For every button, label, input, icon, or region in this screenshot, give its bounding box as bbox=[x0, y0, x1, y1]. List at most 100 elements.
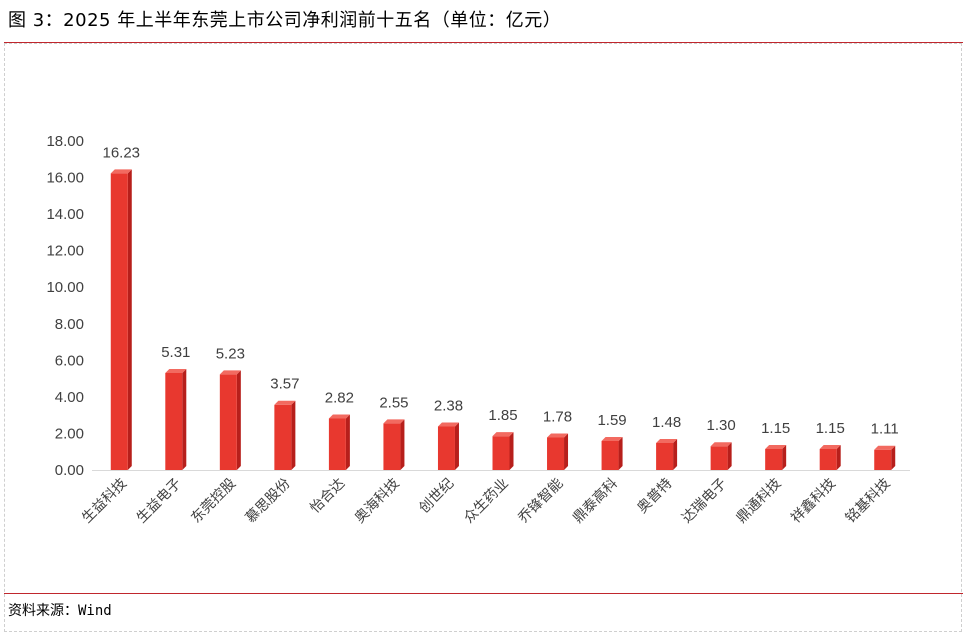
y-tick-label: 10.00 bbox=[46, 279, 84, 296]
y-axis: 0.00 2.00 4.00 6.00 8.00 10.00 12.00 14.00 16.00… bbox=[46, 133, 84, 479]
category-label: 奥海科技 bbox=[351, 475, 403, 527]
bar-top bbox=[492, 432, 514, 437]
bar-front bbox=[328, 418, 346, 470]
bar-front bbox=[765, 448, 783, 470]
data-labels: 16.23 5.31 5.23 3.57 2.82 2.55 2.38 1.85 1.78 1.5… bbox=[102, 144, 898, 437]
bar-side bbox=[291, 400, 296, 470]
bar-top bbox=[110, 169, 132, 174]
category-label: 生益科技 bbox=[79, 476, 130, 527]
bar bbox=[710, 442, 732, 470]
bar-front bbox=[601, 440, 619, 470]
data-label: 2.38 bbox=[434, 397, 463, 414]
bar-front bbox=[219, 374, 237, 470]
bar-front bbox=[383, 423, 401, 470]
y-tick-label: 12.00 bbox=[46, 243, 84, 260]
y-tick-label: 4.00 bbox=[55, 389, 84, 406]
bar-top bbox=[656, 438, 678, 443]
bar-top bbox=[383, 419, 405, 424]
figure-title: 图 3：2025 年上半年东莞上市公司净利润前十五名（单位：亿元） bbox=[8, 10, 562, 31]
bar-top bbox=[874, 445, 896, 450]
bar bbox=[819, 444, 841, 470]
bar-side bbox=[454, 422, 459, 470]
bar-top bbox=[765, 444, 787, 449]
category-label: 生益电子 bbox=[134, 476, 185, 527]
bar bbox=[656, 438, 678, 470]
bar-top bbox=[601, 436, 623, 441]
bar-side bbox=[182, 368, 187, 470]
bar-top bbox=[437, 422, 459, 427]
y-tick-label: 14.00 bbox=[46, 206, 84, 223]
bar bbox=[110, 169, 132, 470]
y-tick-label: 8.00 bbox=[55, 316, 84, 333]
category-label: 达瑞电子 bbox=[679, 476, 730, 527]
category-label: 众生药业 bbox=[461, 476, 512, 527]
category-label: 乔锋智能 bbox=[515, 476, 566, 527]
data-label: 2.55 bbox=[379, 394, 408, 411]
y-tick-label: 16.00 bbox=[46, 170, 84, 187]
bar bbox=[601, 436, 623, 470]
y-tick-label: 6.00 bbox=[55, 352, 84, 369]
bar-front bbox=[656, 442, 674, 470]
bar-front bbox=[547, 437, 565, 470]
data-label: 1.48 bbox=[652, 414, 681, 431]
data-label: 5.23 bbox=[216, 345, 245, 362]
bar-side bbox=[891, 445, 896, 470]
bar-side bbox=[618, 436, 623, 470]
bar-top bbox=[165, 368, 187, 373]
category-label: 鼎泰高科 bbox=[569, 475, 621, 527]
bar-front bbox=[274, 404, 292, 470]
y-tick-label: 0.00 bbox=[55, 462, 84, 479]
bars bbox=[110, 169, 896, 470]
data-label: 1.78 bbox=[543, 408, 572, 425]
category-labels: 生益科技 生益电子 东莞控股 慕思股份 怡合达 奥海科技 创世纪 众生药业 乔锋智能 鼎泰高科 奥普… bbox=[79, 475, 893, 527]
category-label: 祥鑫科技 bbox=[787, 475, 839, 527]
bar-side bbox=[345, 414, 350, 470]
bar-side bbox=[782, 444, 787, 470]
bar bbox=[437, 422, 459, 470]
bar-side bbox=[509, 432, 514, 470]
category-label: 创世纪 bbox=[416, 476, 457, 517]
bar-front bbox=[437, 426, 455, 470]
category-label: 奥普特 bbox=[634, 475, 676, 517]
bar-side bbox=[564, 433, 569, 470]
data-label: 1.30 bbox=[707, 417, 736, 434]
chart-frame bbox=[4, 43, 962, 632]
bar-side bbox=[236, 370, 241, 470]
bar bbox=[328, 414, 350, 470]
bar-side bbox=[127, 169, 132, 470]
bar-top bbox=[710, 442, 732, 447]
bar bbox=[765, 444, 787, 470]
bar-front bbox=[874, 449, 892, 470]
category-label: 铭基科技 bbox=[842, 475, 894, 527]
data-label: 1.11 bbox=[871, 421, 899, 438]
y-tick-label: 2.00 bbox=[55, 425, 84, 442]
bar-front bbox=[492, 436, 510, 470]
category-label: 慕思股份 bbox=[243, 476, 294, 527]
bar bbox=[547, 433, 569, 470]
data-label: 1.15 bbox=[761, 420, 790, 437]
data-label: 2.82 bbox=[325, 389, 354, 406]
bar-top bbox=[274, 400, 296, 405]
data-label: 1.15 bbox=[816, 420, 845, 437]
bar-front bbox=[110, 173, 128, 470]
bar-side bbox=[400, 419, 405, 470]
data-label: 5.31 bbox=[161, 344, 190, 361]
bar-top bbox=[819, 444, 841, 449]
bar bbox=[874, 445, 896, 470]
bar-side bbox=[673, 438, 678, 470]
bar-front bbox=[819, 448, 837, 470]
data-label: 1.85 bbox=[488, 407, 517, 424]
bar-side bbox=[836, 444, 841, 470]
bar-front bbox=[165, 372, 183, 470]
bar-top bbox=[219, 370, 241, 375]
source-note: 资料来源：Wind bbox=[8, 603, 112, 619]
category-label: 鼎通科技 bbox=[734, 476, 785, 527]
bar bbox=[274, 400, 296, 470]
bar bbox=[165, 368, 187, 470]
category-label: 东莞控股 bbox=[188, 476, 239, 527]
bar bbox=[492, 432, 514, 470]
title-rule bbox=[4, 42, 963, 43]
category-label: 怡合达 bbox=[307, 476, 348, 517]
source-rule bbox=[4, 593, 963, 594]
